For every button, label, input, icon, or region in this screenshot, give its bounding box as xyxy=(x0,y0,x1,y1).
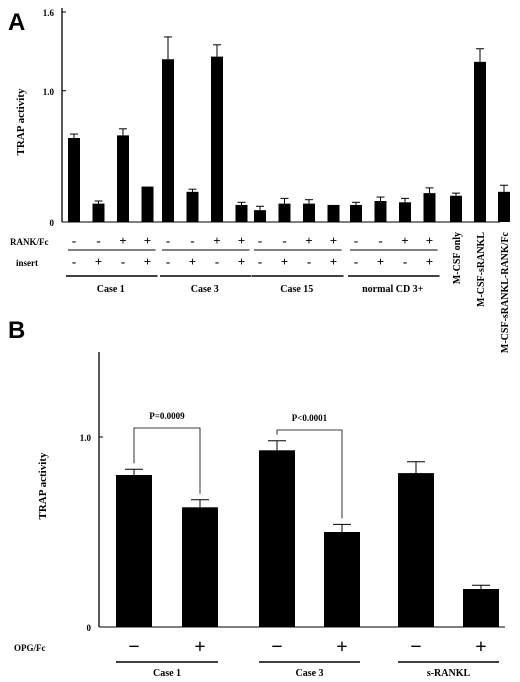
rank-fc-sign: + xyxy=(330,233,337,248)
rank-fc-sign: - xyxy=(378,233,382,248)
bar xyxy=(254,210,266,222)
bar xyxy=(350,204,362,222)
significance-bracket xyxy=(133,427,201,494)
rank-fc-sign: + xyxy=(213,233,220,248)
bar xyxy=(463,589,499,627)
bar xyxy=(116,475,152,627)
row-label-opg-fc: OPG/Fc xyxy=(14,643,46,653)
y-tick-label: 1.6 xyxy=(43,8,55,18)
rank-fc-sign: - xyxy=(96,233,100,248)
insert-sign: + xyxy=(95,254,102,269)
insert-sign: - xyxy=(258,254,262,269)
opg-fc-sign: − xyxy=(128,636,139,658)
insert-sign: + xyxy=(238,254,245,269)
panel-a-letter: A xyxy=(8,9,25,36)
bar xyxy=(235,204,248,222)
bar xyxy=(141,186,154,222)
group-label: normal CD 3+ xyxy=(362,284,424,295)
significance-bracket xyxy=(276,429,343,519)
rank-fc-sign: - xyxy=(258,233,262,248)
insert-sign: + xyxy=(426,254,433,269)
bar xyxy=(259,450,295,627)
bar xyxy=(186,191,199,222)
bar xyxy=(303,203,315,222)
group-label: Case 3 xyxy=(191,284,219,295)
bar xyxy=(117,135,129,222)
bar xyxy=(68,138,80,222)
p-value-label: P<0.0001 xyxy=(292,413,328,423)
row-label-insert: insert xyxy=(16,258,38,268)
bar xyxy=(498,191,510,222)
panel-b-letter: B xyxy=(8,317,25,344)
bar xyxy=(450,195,462,222)
insert-sign: - xyxy=(403,254,407,269)
rank-fc-sign: + xyxy=(401,233,408,248)
bar xyxy=(92,203,105,222)
rank-fc-sign: - xyxy=(72,233,76,248)
bar xyxy=(182,507,218,627)
rank-fc-sign: + xyxy=(238,233,245,248)
insert-sign: - xyxy=(354,254,358,269)
opg-fc-sign: + xyxy=(336,636,347,658)
insert-sign: + xyxy=(281,254,288,269)
control-label: M-CSF-sRANKL xyxy=(476,232,487,307)
bar xyxy=(327,204,340,222)
bar xyxy=(398,473,434,627)
group-label: Case 1 xyxy=(153,668,181,679)
insert-sign: - xyxy=(215,254,219,269)
opg-fc-sign: + xyxy=(194,636,205,658)
insert-sign: + xyxy=(377,254,384,269)
opg-fc-sign: − xyxy=(271,636,282,658)
y-tick-label: 1.0 xyxy=(43,87,55,97)
y-tick-label: 0 xyxy=(50,218,55,228)
rank-fc-sign: + xyxy=(426,233,433,248)
opg-fc-sign: + xyxy=(475,636,486,658)
insert-sign: - xyxy=(121,254,125,269)
insert-sign: - xyxy=(166,254,170,269)
y-axis-title: TRAP activity xyxy=(37,452,49,519)
bar xyxy=(278,203,291,222)
p-value-label: P=0.0009 xyxy=(149,411,185,421)
insert-sign: + xyxy=(330,254,337,269)
insert-sign: + xyxy=(144,254,151,269)
rank-fc-sign: + xyxy=(119,233,126,248)
rank-fc-sign: - xyxy=(282,233,286,248)
insert-sign: - xyxy=(307,254,311,269)
y-tick-label: 0 xyxy=(87,623,92,633)
bar xyxy=(162,59,174,222)
control-label: M-CSF-sRANKL-RANK/Fc xyxy=(500,231,511,353)
group-label: s-RANKL xyxy=(427,668,471,679)
bar xyxy=(474,61,486,222)
group-label: Case 15 xyxy=(280,284,313,295)
group-label: Case 3 xyxy=(295,668,323,679)
bar xyxy=(399,202,411,222)
insert-sign: + xyxy=(189,254,196,269)
group-label: Case 1 xyxy=(97,284,125,295)
control-label: M-CSF only xyxy=(452,232,463,284)
insert-sign: - xyxy=(72,254,76,269)
y-axis-title: TRAP activity xyxy=(15,88,27,155)
chart-b: 0 1.0 TRAP activity OPG/Fc − + Case 1 − + Case 3 −… xyxy=(14,352,505,679)
bar xyxy=(324,532,360,627)
rank-fc-sign: + xyxy=(144,233,151,248)
bar xyxy=(423,193,436,222)
bar xyxy=(211,56,223,222)
rank-fc-sign: - xyxy=(354,233,358,248)
y-tick-label: 1.0 xyxy=(80,433,92,443)
opg-fc-sign: − xyxy=(410,636,421,658)
rank-fc-sign: + xyxy=(305,233,312,248)
rank-fc-sign: - xyxy=(190,233,194,248)
rank-fc-sign: - xyxy=(166,233,170,248)
row-label-rank-fc: RANK/Fc xyxy=(10,237,49,247)
bar xyxy=(374,201,387,222)
